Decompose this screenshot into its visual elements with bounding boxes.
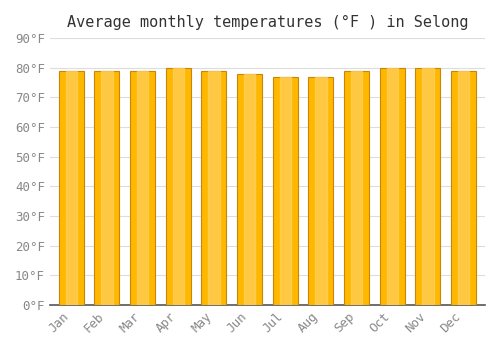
Bar <box>458 71 469 305</box>
Bar <box>166 68 190 305</box>
Bar <box>273 77 297 305</box>
Bar <box>102 71 112 305</box>
Bar <box>416 68 440 305</box>
Bar <box>172 68 184 305</box>
Bar <box>130 71 155 305</box>
Title: Average monthly temperatures (°F ) in Selong: Average monthly temperatures (°F ) in Se… <box>66 15 468 30</box>
Bar <box>202 71 226 305</box>
Bar <box>280 77 291 305</box>
Bar <box>451 71 476 305</box>
Bar <box>94 71 120 305</box>
Bar <box>386 68 398 305</box>
Bar <box>316 77 326 305</box>
Bar <box>308 77 334 305</box>
Bar <box>380 68 404 305</box>
Bar <box>244 74 255 305</box>
Bar <box>66 71 77 305</box>
Bar <box>208 71 220 305</box>
Bar <box>422 68 434 305</box>
Bar <box>344 71 369 305</box>
Bar <box>351 71 362 305</box>
Bar <box>137 71 148 305</box>
Bar <box>237 74 262 305</box>
Bar <box>59 71 84 305</box>
